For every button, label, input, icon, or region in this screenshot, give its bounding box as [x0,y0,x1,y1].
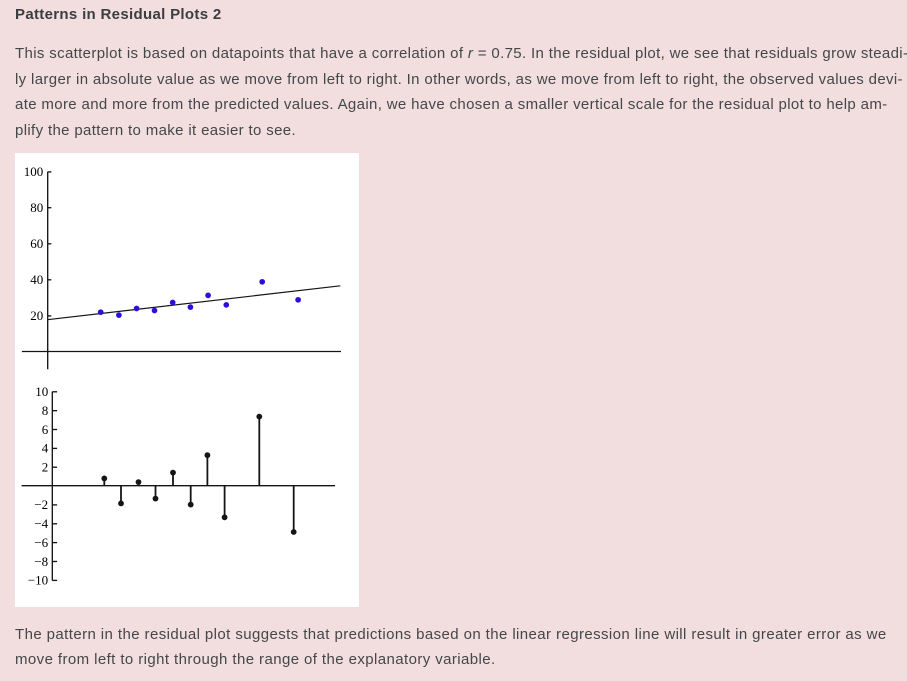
svg-text:−2: −2 [34,497,48,512]
svg-text:10: 10 [35,384,48,399]
svg-text:60: 60 [30,236,43,251]
svg-text:100: 100 [24,164,44,179]
svg-text:2: 2 [42,459,49,474]
svg-text:−8: −8 [34,554,48,569]
svg-text:−6: −6 [34,535,48,550]
svg-text:4: 4 [42,440,49,455]
svg-text:20: 20 [30,308,43,323]
svg-text:40: 40 [30,272,43,287]
svg-text:80: 80 [30,200,43,215]
svg-text:6: 6 [42,422,49,437]
svg-text:−4: −4 [34,516,48,531]
svg-text:−10: −10 [28,572,48,587]
svg-text:8: 8 [42,403,49,418]
